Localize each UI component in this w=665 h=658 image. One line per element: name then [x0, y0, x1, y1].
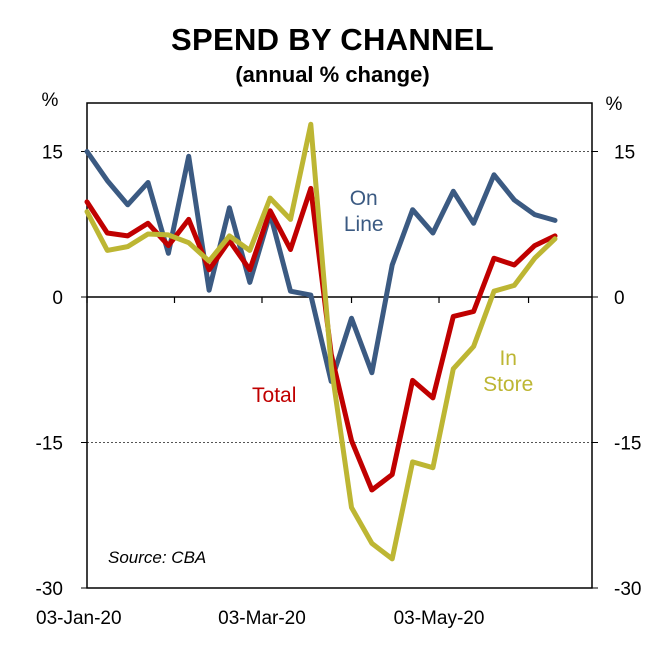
series-label-on-line: On [350, 187, 378, 210]
y-tick-label-right: 15 [614, 143, 635, 164]
y-unit-left: % [42, 90, 59, 111]
source-note: Source: CBA [108, 548, 206, 567]
series-line-in-store [84, 121, 558, 562]
y-tick-label-right: -30 [614, 579, 641, 600]
plot-border [86, 102, 593, 589]
x-tick-label: 03-May-20 [394, 608, 485, 629]
y-tick-label-right: 0 [614, 288, 625, 309]
y-unit-right: % [606, 94, 623, 115]
x-tick-label: 03-Jan-20 [36, 608, 122, 629]
series-label-in-store: Store [483, 373, 533, 396]
series-label-in-store: In [499, 347, 517, 370]
y-tick-label-right: -15 [614, 434, 641, 455]
y-tick-label-left: -30 [36, 579, 63, 600]
series-label-total: Total [252, 384, 296, 407]
chart-title: SPEND BY CHANNEL [171, 22, 494, 57]
y-tick-label-left: 15 [42, 143, 63, 164]
y-tick-label-left: -15 [36, 434, 63, 455]
series-label-on-line: Line [344, 213, 384, 236]
chart-subtitle: (annual % change) [235, 62, 430, 87]
x-tick-label: 03-Mar-20 [218, 608, 306, 629]
y-tick-label-left: 0 [52, 288, 63, 309]
